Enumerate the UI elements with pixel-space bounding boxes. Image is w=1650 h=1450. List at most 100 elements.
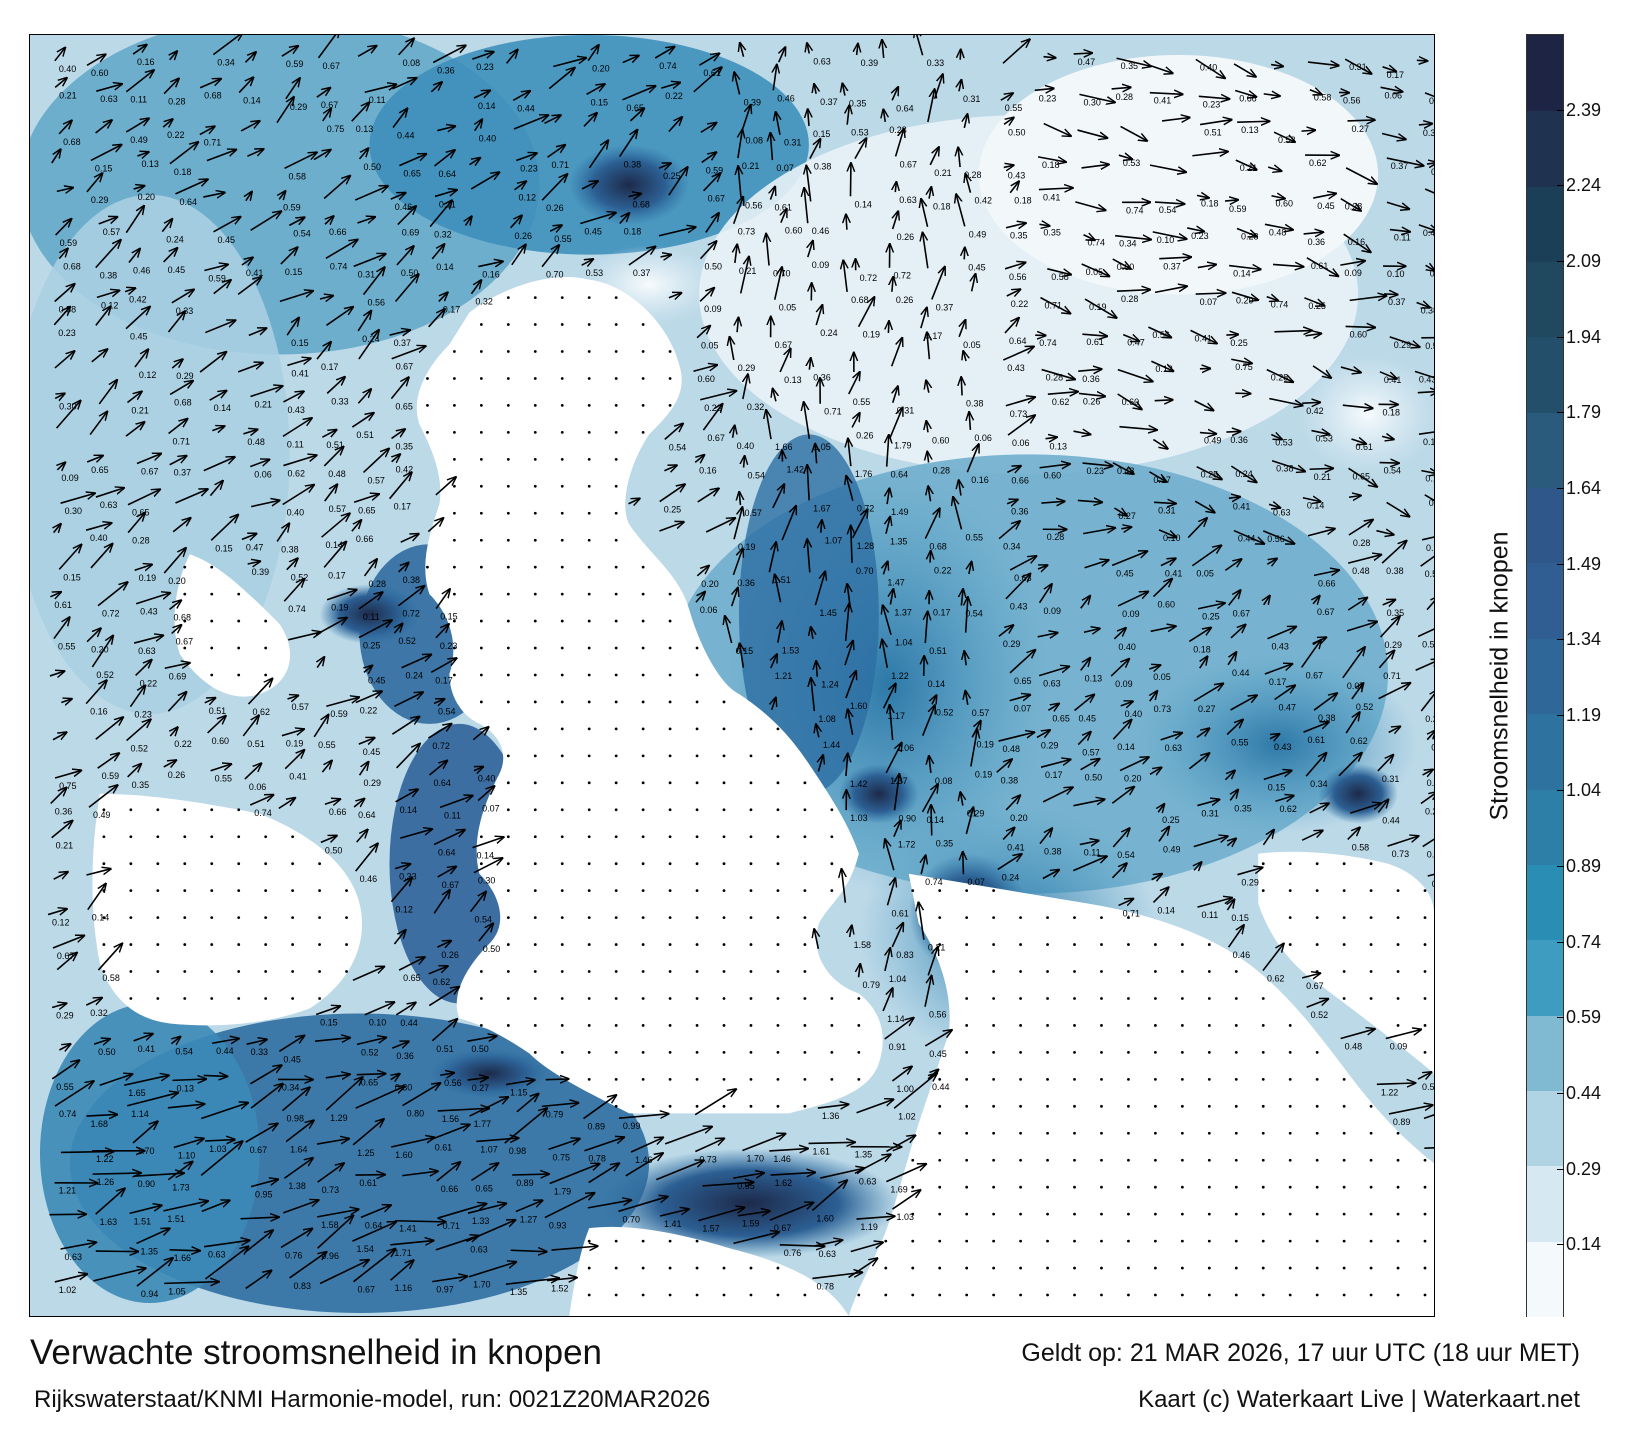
current-arrow bbox=[964, 114, 967, 129]
speed-label: 0.73 bbox=[1432, 879, 1434, 889]
current-arrow bbox=[364, 1002, 395, 1016]
grid-dot bbox=[1234, 1051, 1238, 1054]
grid-dot bbox=[668, 997, 672, 1000]
current-arrow bbox=[1313, 193, 1336, 198]
grid-dot bbox=[506, 592, 510, 596]
current-arrow bbox=[207, 716, 226, 734]
colorbar-tick-label: 1.04 bbox=[1556, 780, 1602, 801]
grid-dot bbox=[641, 673, 645, 677]
current-arrow bbox=[60, 493, 95, 504]
current-arrow bbox=[1117, 368, 1153, 382]
speed-label: 1.42 bbox=[786, 465, 803, 475]
speed-label: 0.53 bbox=[1275, 437, 1292, 447]
grid-dot bbox=[506, 673, 510, 677]
grid-dot bbox=[426, 565, 429, 569]
current-arrow bbox=[61, 699, 72, 703]
grid-dot bbox=[722, 835, 726, 839]
grid-dot bbox=[1073, 1051, 1076, 1054]
grid-dot bbox=[1046, 916, 1049, 920]
current-arrow bbox=[848, 1258, 878, 1279]
grid-dot bbox=[506, 727, 510, 731]
grid-dot bbox=[668, 1024, 672, 1027]
grid-dot bbox=[965, 1104, 969, 1108]
grid-dot bbox=[641, 835, 645, 839]
grid-dot bbox=[992, 1051, 996, 1054]
speed-label: 1.58 bbox=[854, 940, 871, 950]
current-arrow bbox=[1427, 730, 1434, 741]
current-arrow bbox=[286, 318, 299, 336]
current-arrow bbox=[317, 657, 324, 669]
speed-label: 0.45 bbox=[130, 332, 147, 342]
speed-label: 0.20 bbox=[168, 576, 185, 586]
current-arrow bbox=[882, 40, 884, 59]
current-arrow bbox=[883, 605, 892, 635]
grid-dot bbox=[183, 889, 187, 893]
current-arrow bbox=[434, 190, 457, 198]
current-arrow bbox=[1073, 53, 1092, 54]
current-arrow bbox=[929, 756, 931, 773]
speed-label: 0.65 bbox=[475, 1183, 492, 1193]
speed-label: 0.48 bbox=[328, 469, 345, 479]
grid-dot bbox=[1396, 943, 1400, 946]
colorbar-tick-label: 1.94 bbox=[1556, 326, 1602, 347]
grid-dot bbox=[830, 889, 834, 893]
current-arrow bbox=[91, 349, 108, 363]
grid-dot bbox=[668, 943, 672, 946]
current-arrow bbox=[893, 774, 900, 811]
speed-label: 1.36 bbox=[822, 1111, 839, 1121]
current-arrow bbox=[505, 1080, 535, 1085]
speed-label: 0.70 bbox=[773, 268, 790, 278]
current-arrow bbox=[465, 216, 471, 226]
current-arrow bbox=[893, 820, 901, 838]
current-arrow bbox=[1271, 196, 1285, 199]
current-arrow bbox=[886, 878, 895, 906]
grid-dot bbox=[506, 619, 510, 623]
speed-label: 0.27 bbox=[1351, 124, 1368, 134]
current-arrow bbox=[1002, 347, 1034, 361]
speed-label: 0.50 bbox=[98, 1047, 115, 1057]
current-arrow bbox=[437, 1108, 489, 1111]
current-arrow bbox=[1154, 202, 1185, 204]
grid-dot bbox=[506, 457, 510, 461]
current-arrow bbox=[743, 374, 748, 400]
current-arrow bbox=[885, 743, 902, 774]
grid-dot bbox=[506, 781, 510, 785]
grid-dot bbox=[1180, 997, 1184, 1000]
grid-dot bbox=[749, 1024, 753, 1027]
grid-dot bbox=[587, 781, 591, 785]
grid-dot bbox=[614, 511, 618, 515]
current-arrow bbox=[54, 524, 61, 533]
grid-dot bbox=[1234, 1077, 1238, 1081]
current-arrow bbox=[465, 1220, 515, 1243]
speed-label: 0.53 bbox=[586, 268, 603, 278]
grid-dot bbox=[1288, 1266, 1292, 1270]
speed-label: 0.70 bbox=[856, 566, 873, 576]
grid-dot bbox=[452, 565, 456, 569]
current-arrow bbox=[893, 386, 898, 403]
speed-label: 1.06 bbox=[897, 743, 914, 753]
current-arrow bbox=[766, 410, 771, 440]
current-arrow bbox=[392, 78, 416, 90]
grid-dot bbox=[1342, 889, 1346, 893]
current-arrow bbox=[1273, 264, 1303, 266]
current-arrow bbox=[553, 58, 586, 68]
current-arrow bbox=[250, 1084, 283, 1109]
current-arrow bbox=[325, 1074, 350, 1078]
grid-dot bbox=[641, 619, 645, 623]
grid-dot bbox=[668, 1293, 672, 1297]
current-arrow bbox=[472, 52, 493, 60]
current-arrow bbox=[390, 377, 408, 400]
speed-label: 0.46 bbox=[1233, 950, 1250, 960]
grid-dot bbox=[911, 1185, 915, 1189]
speed-label: 0.90 bbox=[899, 813, 916, 823]
current-arrow bbox=[584, 1137, 624, 1152]
current-arrow bbox=[316, 1139, 349, 1145]
speed-label: 0.52 bbox=[1278, 135, 1295, 145]
grid-dot bbox=[1127, 1239, 1130, 1243]
current-arrow bbox=[694, 1089, 736, 1116]
speed-label: 0.09 bbox=[812, 260, 829, 270]
current-arrow bbox=[1007, 466, 1020, 472]
speed-label: 0.78 bbox=[817, 1281, 834, 1291]
current-arrow bbox=[779, 349, 790, 373]
grid-dot bbox=[992, 1024, 996, 1027]
